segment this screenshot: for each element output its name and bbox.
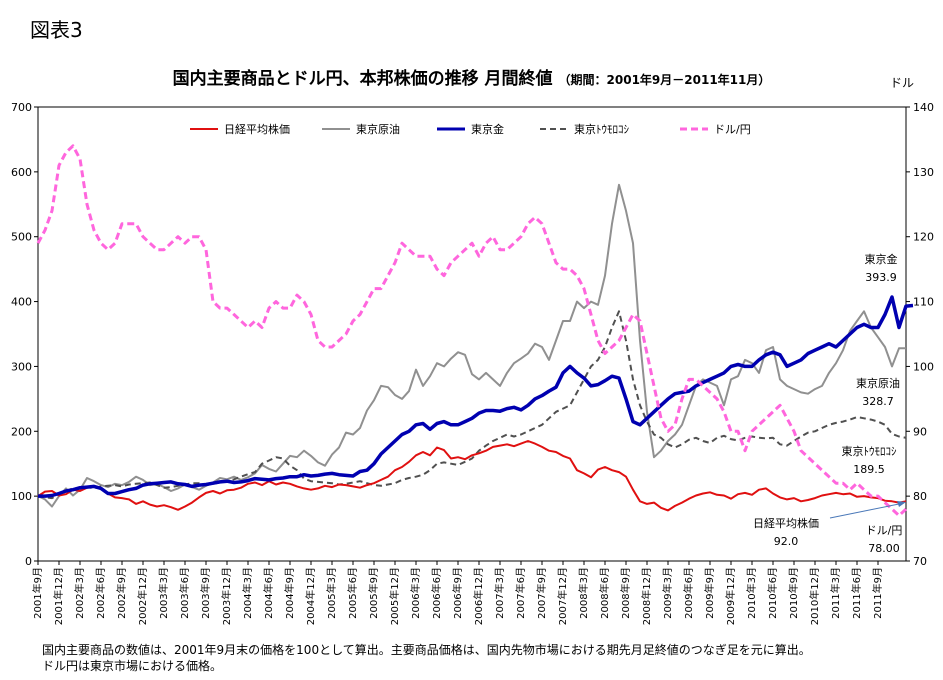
- legend-label-2: 東京金: [471, 122, 504, 136]
- chart-subtitle: （期間：2001年9月－2011年11月）: [558, 73, 771, 87]
- x-tick-label: 2005年6月: [346, 567, 359, 619]
- x-tick-label: 2010年6月: [766, 567, 779, 619]
- y2-tick-label: 70: [913, 555, 927, 568]
- end-label-value-4: 78.00: [868, 542, 900, 555]
- y-tick-label: 700: [11, 101, 32, 114]
- x-tick-label: 2005年9月: [367, 567, 380, 619]
- series-line-2: [38, 295, 914, 498]
- x-tick-label: 2003年12月: [220, 567, 233, 625]
- x-tick-label: 2006年12月: [472, 567, 485, 625]
- x-tick-label: 2009年12月: [724, 567, 737, 625]
- x-tick-label: 2007年9月: [535, 567, 548, 619]
- x-tick-label: 2007年6月: [514, 567, 527, 619]
- series-line-0: [37, 440, 907, 512]
- legend-label-3: 東京ﾄｳﾓﾛｺｼ: [574, 122, 629, 136]
- x-tick-label: 2004年9月: [283, 567, 296, 619]
- legend-label-4: ドル/円: [714, 123, 751, 136]
- plot-frame: [37, 106, 907, 562]
- x-tick-label: 2004年3月: [241, 567, 254, 619]
- end-label-name-0: 東京金: [865, 252, 898, 266]
- end-label-name-1: 東京原油: [856, 376, 900, 390]
- end-label-value-3: 92.0: [774, 535, 799, 548]
- x-tick-label: 2010年3月: [745, 567, 758, 619]
- x-tick-label: 2007年3月: [493, 567, 506, 619]
- y-tick-label: 200: [11, 425, 32, 438]
- y2-tick-label: 100: [913, 360, 934, 373]
- footnote-line-1: 国内主要商品の数値は、2001年9月末の価格を100として算出。主要商品価格は、…: [42, 643, 811, 657]
- footnote: 国内主要商品の数値は、2001年9月末の価格を100として算出。主要商品価格は、…: [42, 642, 932, 674]
- axes: 0 100 200 300 400 500 600 700 70 80 90 100 110 120 130…: [11, 101, 934, 568]
- end-label-name-3: 日経平均株価: [753, 516, 819, 530]
- x-tick-label: 2005年12月: [388, 567, 401, 625]
- x-tick-label: 2004年6月: [262, 567, 275, 619]
- x-tick-label: 2008年3月: [577, 567, 590, 619]
- x-tick-label: 2006年6月: [430, 567, 443, 619]
- x-tick-label: 2005年3月: [325, 567, 338, 619]
- end-label-name-4: ドル/円: [866, 524, 903, 537]
- y2-tick-label: 140: [913, 101, 934, 114]
- x-tick-label: 2011年6月: [850, 567, 863, 619]
- x-tick-label: 2006年9月: [451, 567, 464, 619]
- nikkei-pointer-arrowhead: [897, 501, 906, 507]
- y-tick-label: 600: [11, 166, 32, 179]
- x-tick-label: 2009年3月: [661, 567, 674, 619]
- x-tick-label: 2010年9月: [787, 567, 800, 619]
- x-tick-label: 2002年12月: [136, 567, 149, 625]
- x-tick-label: 2009年6月: [682, 567, 695, 619]
- y2-tick-label: 120: [913, 231, 934, 244]
- x-tick-label: 2008年12月: [640, 567, 653, 625]
- x-tick-label: 2010年12月: [808, 567, 821, 625]
- x-tick-label: 2002年3月: [73, 567, 86, 619]
- x-tick-label: 2009年9月: [703, 567, 716, 619]
- x-tick-label: 2003年3月: [157, 567, 170, 619]
- y2-tick-label: 90: [913, 425, 927, 438]
- y-tick-label: 500: [11, 231, 32, 244]
- end-value-labels: 東京金 393.9 東京原油 328.7 東京ﾄｳﾓﾛｺｼ 189.5 日経平均株価 92.0…: [753, 252, 906, 555]
- series-line-3: [37, 310, 907, 500]
- x-tick-label: 2002年9月: [115, 567, 128, 619]
- chart-title-main: 国内主要商品とドル円、本邦株価の推移 月間終値: [172, 69, 553, 89]
- y-tick-label: 0: [25, 555, 32, 568]
- legend-label-0: 日経平均株価: [224, 122, 290, 136]
- series-line-4: [36, 144, 908, 518]
- chart-title: 国内主要商品とドル円、本邦株価の推移 月間終値 （期間：2001年9月－2011年…: [0, 64, 943, 89]
- y-tick-label: 100: [11, 490, 32, 503]
- y2-tick-label: 110: [913, 296, 934, 309]
- x-tick-label: 2007年12月: [556, 567, 569, 625]
- end-label-value-1: 328.7: [862, 395, 894, 408]
- figure-label: 図表3: [30, 18, 83, 42]
- right-axis-unit: ドル: [890, 76, 915, 90]
- x-tick-label: 2001年9月: [31, 567, 44, 619]
- x-tick-label: 2008年9月: [619, 567, 632, 619]
- x-axis-ticks: 2001年9月 2001年12月 2002年3月 2002年6月 2002年9月 2002…: [31, 561, 884, 625]
- legend: 日経平均株価 東京原油 東京金 東京ﾄｳﾓﾛｺｼ ドル/円: [190, 122, 751, 136]
- y-tick-label: 300: [11, 360, 32, 373]
- x-tick-label: 2003年6月: [178, 567, 191, 619]
- y2-tick-label: 80: [913, 490, 927, 503]
- x-tick-label: 2002年6月: [94, 567, 107, 619]
- x-tick-label: 2001年12月: [52, 567, 65, 625]
- end-label-name-2: 東京ﾄｳﾓﾛｺｼ: [842, 444, 897, 458]
- y2-tick-label: 130: [913, 166, 934, 179]
- y-tick-label: 400: [11, 296, 32, 309]
- end-label-value-2: 189.5: [853, 463, 885, 476]
- x-tick-label: 2011年3月: [829, 567, 842, 619]
- footnote-line-2: ドル円は東京市場における価格。: [42, 659, 223, 673]
- nikkei-pointer-line: [829, 502, 905, 519]
- end-label-value-0: 393.9: [865, 271, 897, 284]
- x-tick-label: 2006年3月: [409, 567, 422, 619]
- x-tick-label: 2011年9月: [871, 567, 884, 619]
- series-lines: [36, 144, 914, 518]
- x-tick-label: 2008年6月: [598, 567, 611, 619]
- x-tick-label: 2003年9月: [199, 567, 212, 619]
- x-tick-label: 2004年12月: [304, 567, 317, 625]
- legend-label-1: 東京原油: [356, 122, 400, 136]
